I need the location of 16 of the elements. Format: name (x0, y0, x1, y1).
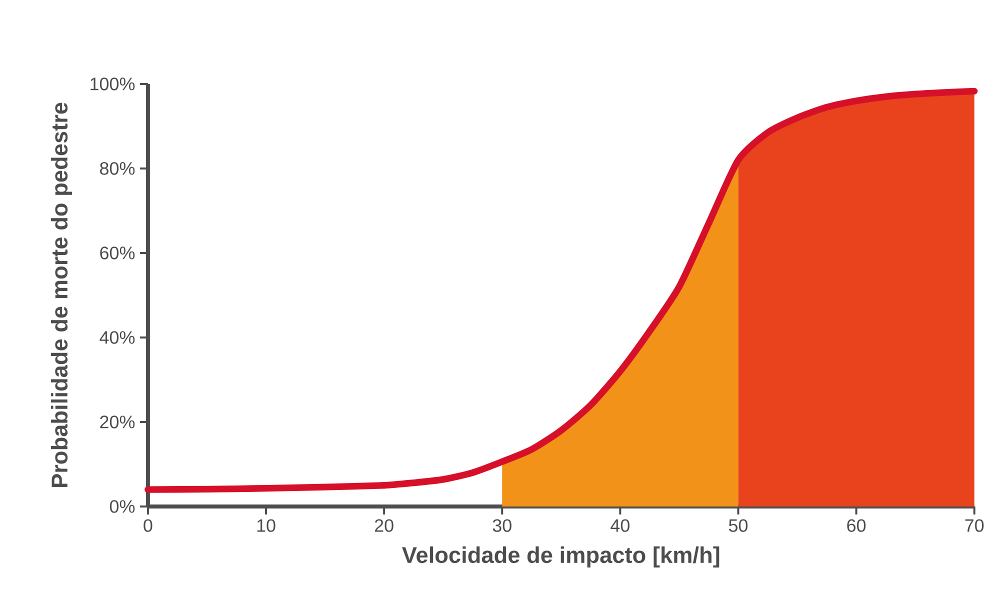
x-tick-label: 0 (144, 518, 152, 532)
y-tick-label: 100% (90, 77, 135, 90)
x-tick-label: 10 (257, 518, 276, 532)
y-axis-title: Probabilidade de morte do pedestre (50, 102, 72, 487)
x-tick-label: 60 (847, 518, 866, 532)
y-tick-label: 60% (100, 246, 135, 260)
x-tick-label: 20 (374, 518, 394, 532)
y-tick-label: 20% (100, 415, 135, 428)
x-axis-title: Velocidade de impacto [km/h] (402, 546, 720, 568)
x-tick-label: 30 (492, 518, 512, 532)
y-tick-label: 80% (100, 162, 135, 175)
x-tick-label: 40 (610, 518, 630, 532)
x-tick-label: 70 (965, 518, 984, 532)
y-tick-label: 0% (110, 500, 135, 513)
x-tick-label: 50 (728, 518, 748, 532)
y-tick-label: 40% (100, 330, 135, 344)
